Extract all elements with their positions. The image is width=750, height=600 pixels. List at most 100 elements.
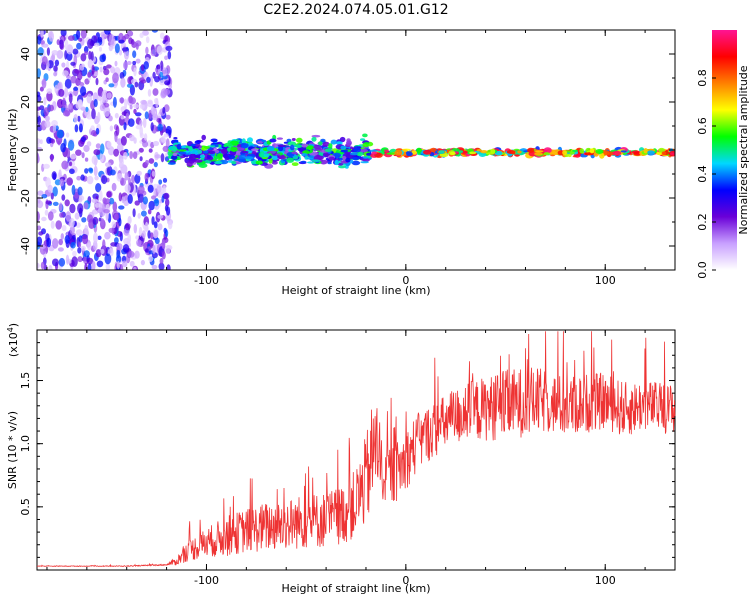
- spectrogram-cell: [99, 104, 105, 112]
- spectrogram-cell: [56, 50, 64, 59]
- spectrogram-cell: [69, 153, 77, 160]
- spectrogram-cell: [69, 161, 73, 167]
- spectrogram-cell: [61, 225, 67, 232]
- spectrogram-cell: [74, 124, 79, 133]
- spectrogram-cell: [45, 115, 51, 122]
- spectrogram-cell: [83, 46, 89, 53]
- spectrogram-cell: [160, 136, 166, 143]
- spectrogram-cell: [71, 256, 78, 267]
- spectrogram-cell: [99, 54, 106, 63]
- spectrogram-cell: [224, 156, 230, 161]
- spectrogram-cell: [360, 138, 366, 141]
- spectrogram-cell: [66, 147, 71, 159]
- spectrogram-cell: [138, 147, 144, 153]
- spectrogram-cell: [106, 141, 112, 149]
- spectrogram-cell: [135, 124, 142, 130]
- colorbar: 0.0 0.2 0.4 0.6 0.8 Normalized spectral ampl…: [696, 30, 750, 279]
- spectrogram-cell: [142, 196, 148, 205]
- spectrogram-cell: [69, 225, 75, 235]
- spectrogram-cell: [56, 129, 64, 139]
- spectrogram-cell: [188, 146, 193, 152]
- spectrogram-cell: [52, 186, 58, 197]
- spectrogram-cell: [341, 155, 347, 161]
- spectrogram-cell: [66, 52, 73, 61]
- spectrogram-cell: [261, 139, 267, 143]
- spectrogram-cell: [190, 143, 196, 147]
- spectrogram-cell: [148, 255, 154, 262]
- spectrogram-cell: [224, 142, 233, 147]
- spectrogram-cell: [37, 36, 42, 45]
- spectrogram-cell: [92, 216, 99, 225]
- spectrogram-cell: [99, 66, 103, 73]
- spectrogram-cell: [141, 230, 146, 239]
- spectrogram-cell: [132, 50, 137, 58]
- spectrogram-cell: [124, 222, 131, 231]
- spectrogram-cell: [197, 149, 203, 154]
- spectrogram-cell: [165, 198, 170, 207]
- snr-y-multiplier: (x104): [6, 323, 20, 357]
- spectrogram-cell: [148, 200, 155, 211]
- spectrogram-cell: [87, 242, 92, 251]
- y-tick-label: 40: [19, 47, 32, 61]
- spectrogram-cell: [37, 225, 42, 231]
- spectrogram-cell: [93, 149, 101, 156]
- spectrogram-cell: [328, 156, 335, 161]
- spectrogram-cell: [80, 53, 87, 62]
- spectrogram-cell: [77, 247, 82, 254]
- spectrogram-cell: [167, 162, 176, 165]
- y-tick-label: 0: [19, 147, 32, 154]
- spectrogram-cell: [511, 151, 516, 155]
- spectrogram-cell: [449, 151, 456, 156]
- spectrogram-cell: [158, 179, 163, 185]
- spectrogram-cell: [567, 153, 572, 158]
- spectrogram-cell: [251, 159, 257, 165]
- spectrogram-cell: [124, 184, 131, 193]
- spectrogram-cell: [71, 184, 76, 196]
- spectrogram-cell: [64, 235, 70, 244]
- spectrogram-cell: [306, 145, 314, 150]
- spectrogram-cell: [39, 139, 43, 145]
- spectrogram-cell: [207, 150, 216, 155]
- spectrogram-cell: [336, 141, 343, 145]
- spectrogram-x-ticks: -100 0 100: [46, 30, 646, 287]
- colorbar-tick-label: 0.8: [696, 69, 709, 87]
- spectrogram-cell: [88, 50, 92, 61]
- spectrogram-cell: [147, 184, 154, 193]
- spectrogram-cell: [286, 157, 294, 163]
- spectrogram-cell: [65, 132, 70, 138]
- spectrogram-cell: [579, 148, 584, 154]
- spectrogram-cell: [59, 39, 64, 50]
- spectrogram-cell: [95, 249, 102, 258]
- spectrogram-cell: [102, 197, 107, 204]
- spectrogram-cell: [81, 152, 85, 159]
- spectrogram-cell: [311, 136, 317, 142]
- spectrogram-cell: [57, 247, 64, 252]
- spectrogram-cell: [115, 255, 122, 264]
- spectrogram-cell: [135, 112, 142, 117]
- spectrogram-cell: [152, 140, 160, 147]
- spectrogram-cell: [416, 147, 422, 153]
- spectrogram-cell: [276, 137, 283, 140]
- spectrogram-cell: [38, 231, 44, 236]
- spectrogram-cell: [162, 67, 168, 77]
- spectrogram-cell: [41, 56, 48, 65]
- spectrogram-cell: [118, 39, 125, 44]
- spectrogram-cell: [128, 118, 135, 127]
- spectrogram-cell: [154, 98, 158, 104]
- spectrogram-cell: [154, 198, 160, 207]
- spectrogram-cell: [74, 212, 80, 220]
- spectrogram-cell: [154, 204, 160, 210]
- colorbar-tick-label: 0.4: [696, 165, 709, 183]
- spectrogram-cell: [95, 127, 100, 135]
- spectrogram-cell: [122, 244, 130, 253]
- spectrogram-cell: [46, 88, 53, 94]
- spectrogram-cell: [176, 143, 182, 150]
- spectrogram-cell: [161, 239, 166, 250]
- spectrogram-cell: [271, 155, 279, 161]
- spectrogram-cell: [83, 144, 90, 153]
- spectrogram-cell: [98, 217, 102, 222]
- spectrogram-cell: [126, 61, 132, 65]
- spectrogram-cell: [173, 137, 178, 140]
- spectrogram-cell: [165, 244, 171, 255]
